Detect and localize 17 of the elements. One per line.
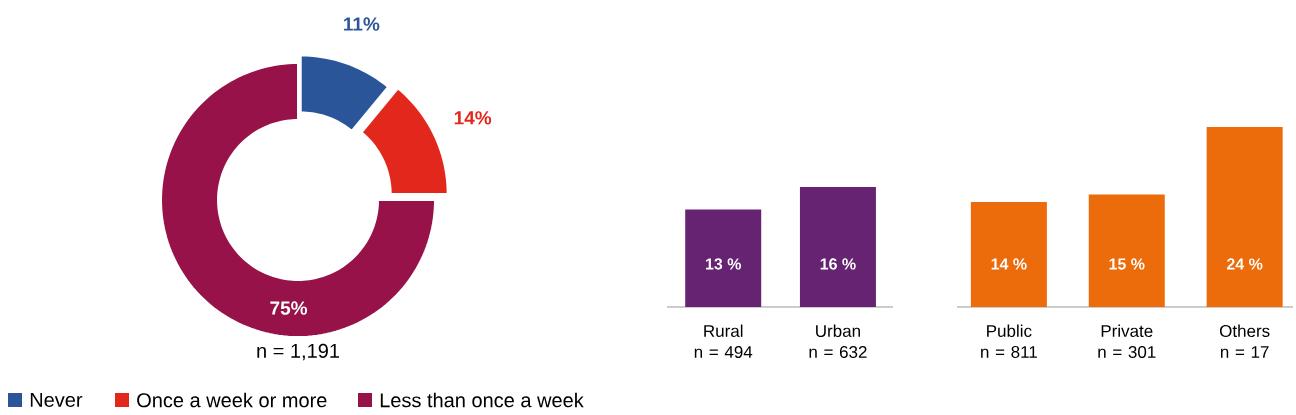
data-label: 15 % <box>1109 258 1145 270</box>
data-label: 16 % <box>820 258 856 270</box>
data-label: 13 % <box>705 258 742 270</box>
x-tick-label: Urban n = 632 <box>809 324 867 359</box>
x-tick-label: Others n = 17 <box>1219 324 1270 358</box>
data-label: 24 % <box>1226 258 1263 270</box>
x-tick-label: Private n = 301 <box>1098 324 1156 359</box>
legend-label: Never <box>30 393 83 407</box>
x-tick-label: Public n = 811 <box>981 324 1037 359</box>
data-label: 11% <box>344 17 380 31</box>
text: n = 1,191 <box>257 343 339 361</box>
data-label: 14% <box>454 111 492 125</box>
legend-label: Once a week or more <box>137 392 327 408</box>
data-label: 14 % <box>991 258 1027 270</box>
x-tick-label: Rural n = 494 <box>694 324 753 359</box>
data-label: 75% <box>270 301 308 315</box>
legend-label: Less than once a week <box>380 392 584 408</box>
